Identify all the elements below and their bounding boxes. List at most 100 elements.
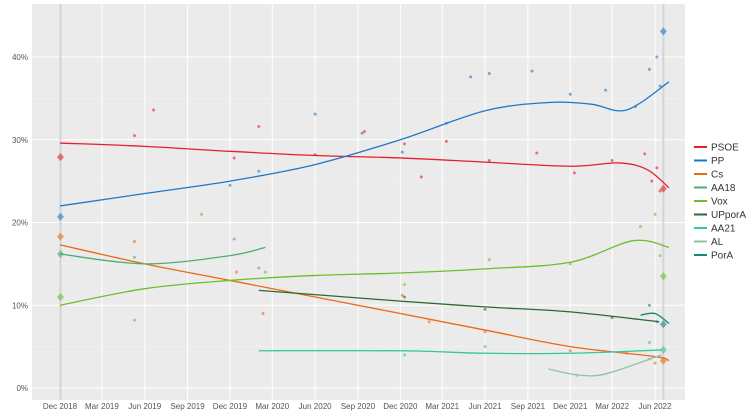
- trend-line-uppora: [258, 289, 660, 323]
- x-tick-label: Jun 2019: [128, 402, 161, 411]
- y-tick-label: 10%: [12, 301, 28, 310]
- election-result-vox: [56, 292, 64, 301]
- poll-point-psoe: [362, 129, 366, 133]
- legend-label: AA21: [711, 224, 736, 235]
- poll-point-psoe: [403, 142, 407, 146]
- legend-label: PP: [711, 156, 725, 167]
- legend-label: PorA: [711, 251, 734, 262]
- x-tick-label: Jun 2020: [299, 402, 332, 411]
- trend-line-psoe: [59, 142, 670, 189]
- poll-point-pp: [658, 84, 662, 88]
- poll-point-cs: [483, 330, 487, 334]
- poll-point-vox: [639, 225, 643, 229]
- poll-point-cs: [132, 240, 136, 244]
- legend-label: Vox: [711, 197, 728, 208]
- x-tick-label: Sep 2021: [511, 402, 546, 411]
- poll-point-pp: [647, 67, 651, 71]
- x-tick-label: Mar 2020: [255, 402, 289, 411]
- poll-point-vox: [263, 270, 267, 274]
- poll-point-pp: [400, 150, 404, 154]
- x-tick-label: Dec 2019: [213, 402, 248, 411]
- election-result-cs: [56, 232, 64, 241]
- poll-point-aa18: [232, 237, 236, 241]
- poll-point-aa21: [403, 353, 407, 357]
- poll-point-pp: [313, 112, 317, 116]
- y-tick-label: 20%: [12, 219, 28, 228]
- election-result-aa21: [659, 345, 667, 354]
- poll-point-psoe: [655, 166, 659, 170]
- poll-point-uppora: [483, 307, 487, 311]
- poll-point-psoe: [132, 134, 136, 138]
- trend-line-aa21: [258, 349, 662, 355]
- poll-point-vox: [658, 254, 662, 258]
- poll-point-pp: [604, 88, 608, 92]
- poll-point-pp: [257, 169, 261, 173]
- poll-point-aa21: [483, 345, 487, 349]
- poll-point-psoe: [650, 179, 654, 183]
- poll-point-pp: [228, 183, 232, 187]
- poll-point-pp: [530, 69, 534, 73]
- trend-line-cs: [59, 244, 670, 362]
- x-tick-label: Sep 2019: [170, 402, 205, 411]
- trend-line-al: [548, 354, 662, 377]
- poll-point-vox: [132, 318, 136, 322]
- poll-point-cs: [427, 320, 431, 324]
- election-result-psoe: [659, 184, 667, 193]
- legend-label: UPporA: [711, 210, 746, 221]
- trend-line-pora: [640, 312, 670, 324]
- poll-point-psoe: [535, 151, 539, 155]
- x-tick-label: Mar 2021: [425, 402, 459, 411]
- poll-point-pp: [487, 72, 491, 76]
- x-tick-label: Dec 2021: [553, 402, 588, 411]
- poll-point-psoe: [232, 156, 236, 160]
- poll-point-pora: [655, 320, 659, 324]
- poll-point-pora: [647, 303, 651, 307]
- poll-point-psoe: [487, 158, 491, 162]
- trend-line-vox: [59, 239, 670, 306]
- legend-label: Cs: [711, 170, 723, 181]
- election-result-pp: [56, 212, 64, 221]
- poll-point-cs: [400, 293, 404, 297]
- poll-point-vox: [653, 212, 657, 216]
- series-marks: [56, 27, 670, 378]
- legend: PSOE PP Cs AA18 Vox UPporA AA21 AL PorA: [694, 143, 746, 262]
- legend-label: AA18: [711, 183, 736, 194]
- legend-label: AL: [711, 237, 724, 248]
- poll-point-pp: [360, 131, 364, 135]
- poll-point-psoe: [572, 171, 576, 175]
- poll-point-pp: [655, 55, 659, 59]
- x-tick-label: Jun 2021: [469, 402, 502, 411]
- poll-point-vox: [568, 262, 572, 266]
- poll-point-aa18: [132, 255, 136, 259]
- poll-point-cs: [234, 270, 238, 274]
- election-result-aa18: [56, 249, 64, 258]
- poll-point-vox: [403, 283, 407, 287]
- election-result-pp: [659, 27, 667, 36]
- election-result-cs: [659, 356, 667, 365]
- election-result-pora: [659, 320, 667, 329]
- y-axis: 0% 10% 20% 30% 40%: [12, 53, 28, 393]
- x-tick-label: Jun 2022: [639, 402, 672, 411]
- x-tick-label: Mar 2019: [85, 402, 119, 411]
- poll-point-pp: [568, 92, 572, 96]
- poll-point-cs: [261, 312, 265, 316]
- x-tick-label: Mar 2022: [595, 402, 629, 411]
- poll-point-psoe: [257, 125, 261, 129]
- poll-point-uppora: [403, 295, 407, 299]
- election-result-psoe: [56, 153, 64, 162]
- plot-background: [32, 4, 685, 400]
- poll-point-pp: [469, 75, 473, 79]
- poll-point-aa18: [257, 266, 261, 270]
- trend-line-aa18: [59, 246, 266, 265]
- y-tick-label: 40%: [12, 53, 28, 62]
- trend-line-pp: [59, 81, 670, 207]
- poll-point-psoe: [658, 189, 662, 193]
- poll-point-psoe: [152, 108, 156, 112]
- y-tick-label: 30%: [12, 136, 28, 145]
- legend-label: PSOE: [711, 143, 739, 154]
- x-tick-label: Dec 2018: [43, 402, 78, 411]
- poll-point-cs: [653, 361, 657, 365]
- x-axis: Dec 2018 Mar 2019 Jun 2019 Sep 2019 Dec 2019…: [43, 402, 672, 411]
- poll-point-vox: [200, 212, 204, 216]
